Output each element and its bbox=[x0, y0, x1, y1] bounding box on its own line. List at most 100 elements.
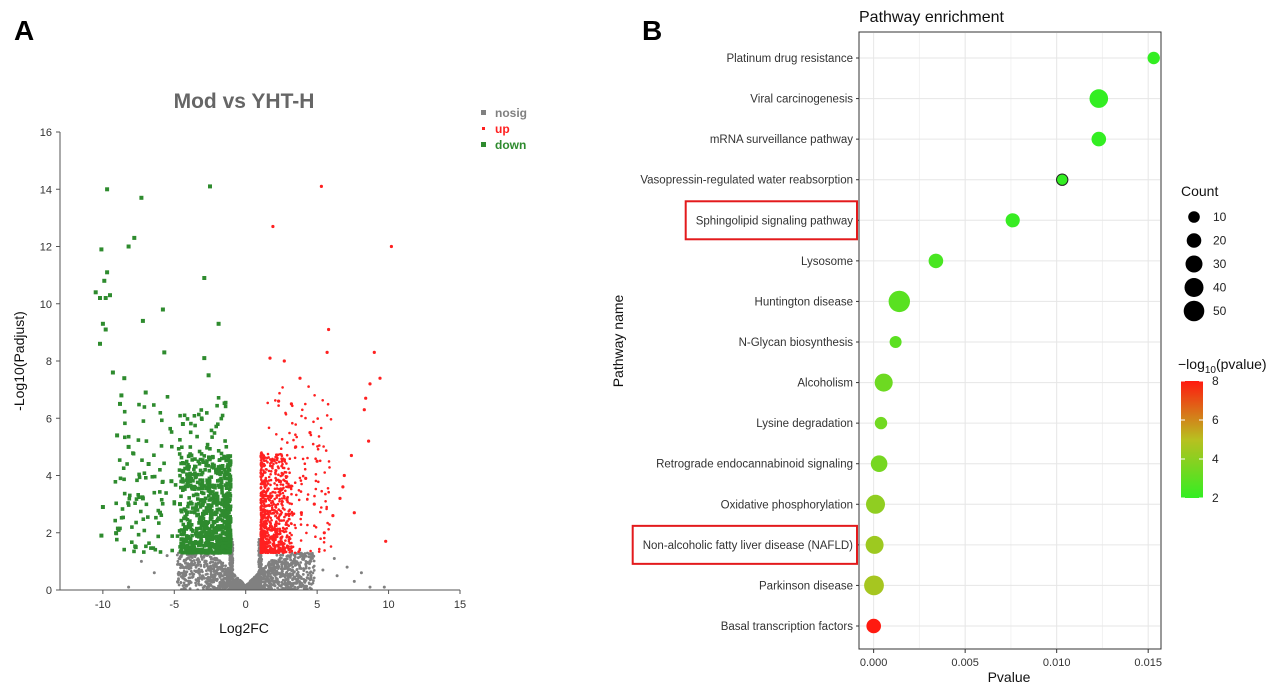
down-point bbox=[158, 468, 162, 472]
nosig-point bbox=[287, 565, 291, 568]
nosig-point bbox=[183, 566, 187, 569]
down-point bbox=[141, 419, 146, 423]
nosig-point bbox=[230, 586, 234, 590]
down-point bbox=[152, 474, 157, 479]
nosig-point bbox=[179, 571, 183, 575]
nosig-point bbox=[296, 556, 300, 560]
nosig-point bbox=[178, 562, 182, 566]
down-point bbox=[210, 496, 214, 501]
color-legend-title-prefix: −log bbox=[1178, 356, 1205, 372]
nosig-point bbox=[296, 561, 300, 565]
up-point bbox=[280, 519, 284, 522]
down-point bbox=[179, 485, 183, 490]
down-point bbox=[211, 490, 215, 494]
up-point bbox=[278, 530, 282, 533]
up-point bbox=[259, 494, 263, 497]
nosig-point bbox=[302, 569, 306, 572]
color-legend-label: 4 bbox=[1212, 452, 1219, 466]
up-point bbox=[271, 490, 274, 494]
down-point bbox=[122, 477, 126, 482]
color-legend-gradient-bar bbox=[1181, 381, 1203, 498]
up-point bbox=[278, 497, 282, 501]
down-point bbox=[205, 446, 209, 450]
up-point bbox=[272, 533, 276, 536]
down-point bbox=[158, 550, 163, 554]
up-point bbox=[278, 499, 281, 503]
down-point bbox=[181, 488, 185, 492]
nosig-point bbox=[306, 573, 310, 577]
up-point bbox=[292, 438, 295, 442]
up-point bbox=[261, 453, 264, 457]
nosig-point bbox=[209, 575, 213, 578]
up-point bbox=[287, 517, 291, 521]
nosig-point bbox=[245, 585, 249, 588]
volcano-plot: Mod vs YHT-H -10 -5 0 5 10 15 0 2 4 6 8 10 12 14 16 Lo… bbox=[11, 90, 527, 636]
nosig-point bbox=[281, 586, 285, 590]
nosig-point bbox=[198, 576, 202, 579]
down-point bbox=[126, 444, 131, 449]
down-point bbox=[116, 527, 121, 532]
up-point bbox=[290, 492, 293, 496]
up-point bbox=[282, 519, 286, 522]
nosig-point bbox=[127, 585, 131, 589]
up-point bbox=[260, 451, 263, 454]
down-point bbox=[216, 396, 221, 400]
up-point bbox=[303, 467, 307, 471]
down-point bbox=[196, 472, 200, 477]
volcano-axes: -10 -5 0 5 10 15 0 2 4 6 8 10 12 14 16 bbox=[40, 127, 466, 611]
down-point bbox=[132, 549, 136, 554]
enrichment-x-tick-label: 0.000 bbox=[860, 657, 888, 669]
down-point bbox=[206, 373, 211, 378]
nosig-point bbox=[345, 565, 349, 569]
up-point bbox=[287, 547, 291, 550]
up-point bbox=[319, 537, 322, 540]
down-point bbox=[182, 413, 187, 418]
down-point bbox=[218, 551, 222, 555]
down-point bbox=[227, 482, 231, 486]
down-point bbox=[219, 416, 224, 421]
down-point bbox=[196, 459, 201, 464]
up-point bbox=[272, 542, 276, 545]
nosig-point bbox=[286, 580, 290, 584]
up-point bbox=[279, 532, 282, 535]
nosig-point bbox=[271, 576, 275, 580]
up-point bbox=[320, 506, 323, 509]
down-point bbox=[204, 523, 209, 527]
down-point bbox=[225, 546, 229, 550]
down-point bbox=[221, 513, 226, 518]
down-point bbox=[227, 494, 232, 498]
enrichment-x-tick-label: 0.005 bbox=[951, 657, 979, 669]
down-point bbox=[183, 550, 188, 555]
up-point bbox=[323, 471, 327, 474]
up-point bbox=[264, 471, 267, 474]
down-point bbox=[188, 474, 192, 478]
down-point bbox=[195, 526, 199, 531]
down-point bbox=[212, 494, 216, 498]
down-point bbox=[137, 472, 141, 477]
down-point bbox=[189, 523, 194, 527]
legend-nosig-marker bbox=[481, 110, 486, 115]
down-point bbox=[205, 526, 210, 531]
up-point bbox=[290, 547, 293, 550]
down-point bbox=[113, 480, 118, 484]
down-point bbox=[212, 551, 216, 555]
down-point bbox=[186, 524, 191, 529]
nosig-point bbox=[276, 582, 280, 586]
up-point bbox=[262, 517, 265, 520]
nosig-point bbox=[321, 568, 325, 572]
up-point bbox=[283, 460, 287, 463]
up-point bbox=[338, 496, 342, 500]
down-point bbox=[220, 464, 225, 468]
down-point bbox=[192, 550, 196, 555]
down-point bbox=[214, 467, 218, 472]
down-point bbox=[218, 527, 222, 532]
down-point bbox=[207, 476, 212, 481]
nosig-point bbox=[274, 579, 277, 582]
down-point bbox=[212, 526, 216, 531]
down-point bbox=[105, 270, 110, 275]
up-point bbox=[304, 476, 308, 480]
down-point bbox=[170, 548, 174, 553]
down-point bbox=[216, 483, 221, 488]
up-point bbox=[307, 385, 310, 388]
nosig-point bbox=[204, 573, 208, 576]
